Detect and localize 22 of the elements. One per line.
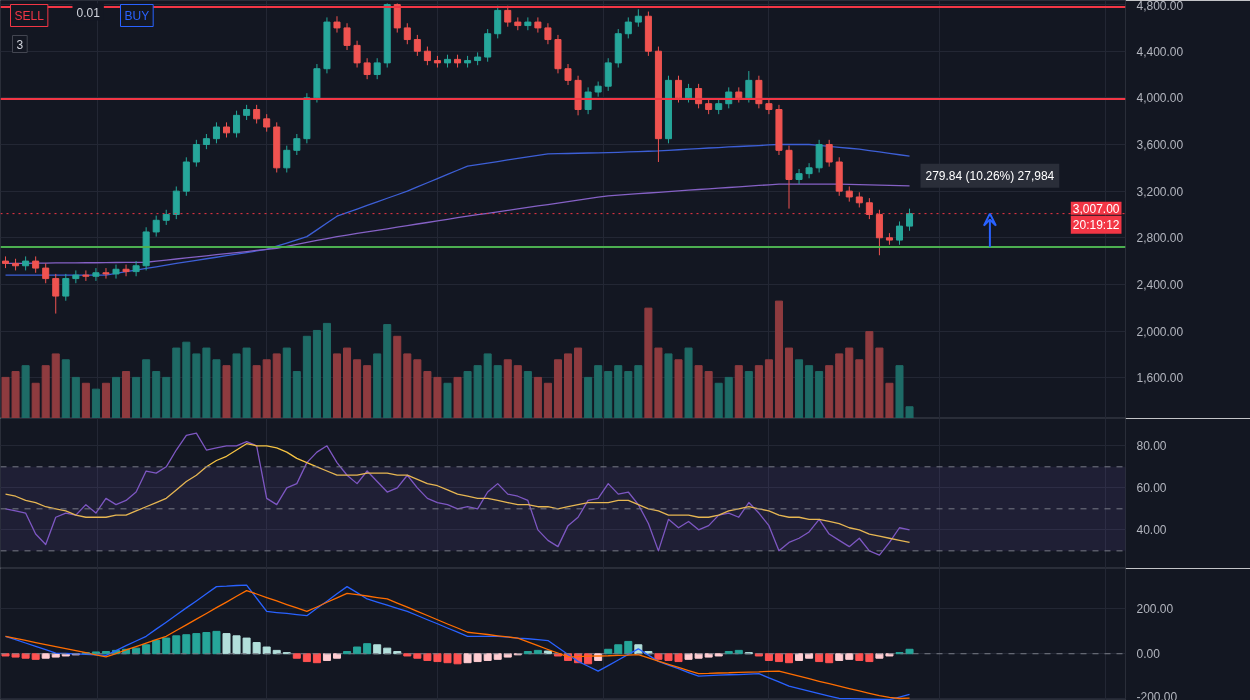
y-tick-label: 4,000.00 — [1136, 91, 1184, 106]
y-tick-label: 3,600.00 — [1136, 138, 1184, 152]
y-tick-label: 80.00 — [1136, 439, 1167, 454]
y-tick-label: 1,600.00 — [1136, 371, 1184, 386]
y-tick-label: 200.00 — [1136, 602, 1174, 617]
y-tick-label: 2,000.00 — [1136, 324, 1184, 339]
y-tick-label: 60.00 — [1136, 481, 1167, 496]
annotation: BUY — [124, 8, 150, 23]
annotation: 3 — [16, 37, 24, 52]
y-tick-label: -200.00 — [1136, 689, 1178, 700]
y-tick-label: 0.00 — [1136, 647, 1161, 662]
text: 20:19:12 — [1072, 217, 1120, 232]
y-tick-label: 4,800.00 — [1136, 0, 1184, 13]
annotation: 0.01 — [76, 5, 101, 20]
y-tick-label: 3,200.00 — [1136, 184, 1184, 199]
y-tick-label: 40.00 — [1136, 523, 1167, 538]
ref-line-label: 3,007.00 — [1072, 201, 1120, 216]
y-tick-label: 4,400.00 — [1136, 44, 1184, 59]
annotation: SELL — [14, 8, 45, 23]
text: 279.84 (10.26%) 27,984 — [925, 168, 1055, 183]
y-tick-label: 2,400.00 — [1136, 277, 1184, 292]
y-tick-label: 2,800.00 — [1136, 231, 1184, 246]
